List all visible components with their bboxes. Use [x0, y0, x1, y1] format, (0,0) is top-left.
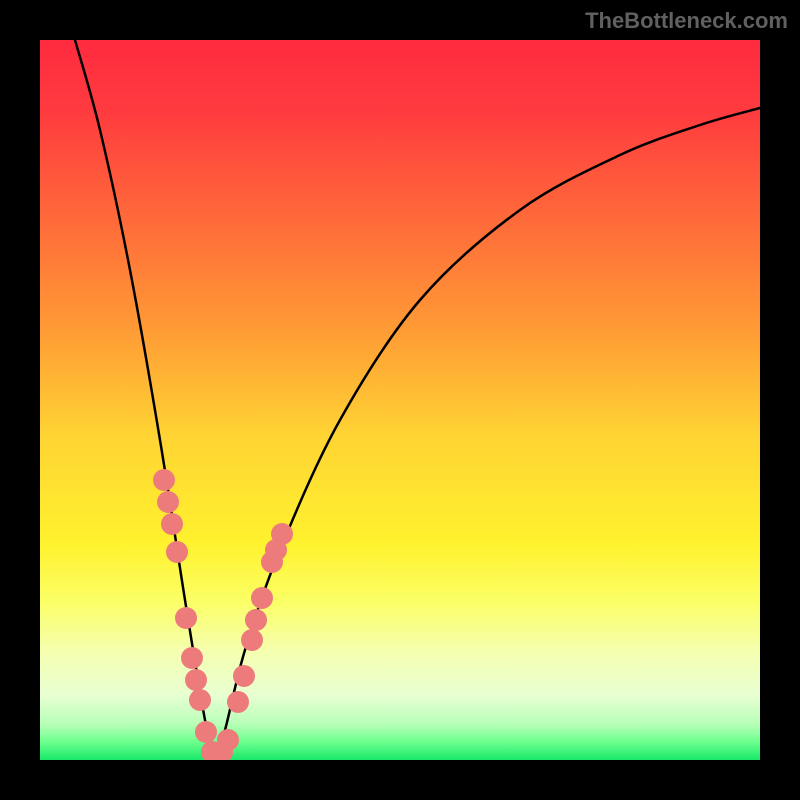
datapoint-marker [189, 689, 211, 711]
datapoint-marker [227, 691, 249, 713]
datapoint-marker [181, 647, 203, 669]
gradient-background [40, 40, 760, 760]
datapoint-marker [251, 587, 273, 609]
datapoint-marker [241, 629, 263, 651]
datapoint-marker [217, 729, 239, 751]
datapoint-marker [245, 609, 267, 631]
datapoint-marker [157, 491, 179, 513]
datapoint-marker [175, 607, 197, 629]
datapoint-marker [161, 513, 183, 535]
datapoint-marker [195, 721, 217, 743]
datapoint-marker [166, 541, 188, 563]
canvas: TheBottleneck.com [0, 0, 800, 800]
datapoint-marker [271, 523, 293, 545]
watermark-text: TheBottleneck.com [585, 8, 788, 34]
datapoint-marker [233, 665, 255, 687]
datapoint-marker [185, 669, 207, 691]
chart-svg [40, 40, 760, 760]
plot-area [40, 40, 760, 760]
datapoint-marker [153, 469, 175, 491]
